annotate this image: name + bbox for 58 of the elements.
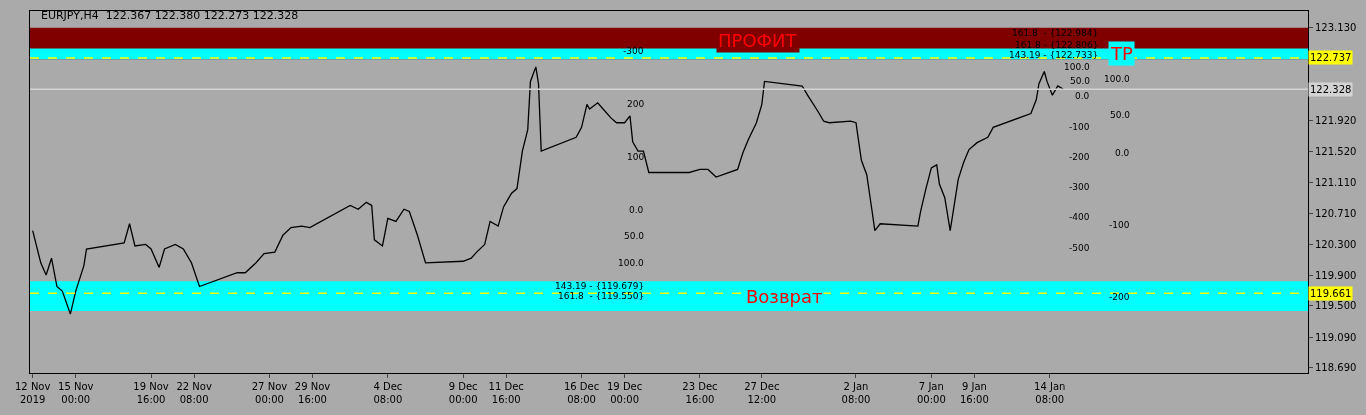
annotation: 143.19 - {122.733} — [1009, 50, 1099, 60]
annotation: 50.0 — [624, 231, 645, 241]
annotation: 100.0 — [618, 258, 645, 268]
x-tick-label: 12 Nov 2019 — [14, 381, 51, 405]
annotation: 50.0 — [1070, 76, 1091, 86]
annotation: -200 — [1109, 292, 1130, 302]
x-tick-label: 19 Dec 00:00 — [606, 381, 643, 405]
band-label: ПРОФИТ — [718, 30, 798, 51]
annotation: 200 — [627, 99, 645, 109]
y-tick-label: 121.920 — [1315, 114, 1357, 126]
x-tick-label: 9 Jan 16:00 — [959, 381, 989, 405]
annotation: 100.0 — [1064, 62, 1091, 72]
annotation: -100 — [1069, 122, 1090, 132]
ref-line-label: 122.328 — [1310, 84, 1352, 95]
ref-line-label: 119.661 — [1310, 288, 1352, 299]
annotation: 0.0 — [629, 205, 644, 215]
x-tick-label: 22 Nov 08:00 — [176, 381, 212, 405]
chart-title: EURJPY,H4 122.367 122.380 122.273 122.328 — [40, 9, 299, 23]
x-tick-label: 16 Dec 08:00 — [563, 381, 600, 405]
x-tick-label: 2 Jan 08:00 — [841, 381, 871, 405]
annotation: 161.8 - {122.984} — [1012, 28, 1099, 38]
annotation: -400 — [1069, 212, 1090, 222]
x-tick-label: 27 Nov 00:00 — [251, 381, 288, 405]
annotation: 161.8 - {122.806} — [1015, 40, 1099, 50]
y-tick-label: 119.900 — [1315, 269, 1357, 281]
x-tick-label: 29 Nov 16:00 — [294, 381, 331, 405]
annotation: -300 — [1069, 182, 1090, 192]
band-label: TP — [1110, 43, 1133, 64]
y-tick-label: 118.690 — [1315, 362, 1357, 374]
annotation: 143.19 - {119.679} — [555, 281, 645, 291]
x-tick-label: 4 Dec 08:00 — [373, 381, 403, 405]
x-tick-label: 15 Nov 00:00 — [58, 381, 94, 405]
x-tick-label: 7 Jan 00:00 — [916, 381, 946, 405]
band-label: Возврат — [746, 286, 823, 307]
x-tick-label: 11 Dec 16:00 — [488, 381, 524, 405]
ref-line-label: 122.737 — [1310, 52, 1352, 63]
y-tick-label: 119.500 — [1315, 300, 1357, 312]
annotation: 100.0 — [1104, 74, 1131, 84]
x-tick-label: 27 Dec 12:00 — [744, 381, 780, 405]
y-tick-label: 120.710 — [1315, 207, 1357, 219]
annotation: -100 — [1109, 220, 1130, 230]
annotation: -300 — [623, 46, 644, 56]
x-tick-label: 23 Dec 16:00 — [682, 381, 718, 405]
annotation: 0.0 — [1115, 148, 1130, 158]
annotation: 50.0 — [1110, 110, 1131, 120]
annotation: -200 — [1069, 152, 1090, 162]
annotation: -500 — [1069, 243, 1090, 253]
y-tick-label: 123.130 — [1315, 22, 1357, 34]
annotation: 100 — [627, 152, 645, 162]
annotation: 161.8 - {119.550} — [558, 291, 645, 301]
x-tick-label: 9 Dec 00:00 — [448, 381, 478, 405]
annotation: 0.0 — [1075, 91, 1090, 101]
y-tick-label: 119.090 — [1315, 331, 1357, 343]
x-tick-label: 19 Nov 16:00 — [133, 381, 169, 405]
x-tick-label: 14 Jan 08:00 — [1034, 381, 1066, 405]
y-tick-label: 121.110 — [1315, 176, 1357, 188]
y-tick-label: 120.300 — [1315, 238, 1357, 250]
y-tick-label: 121.520 — [1315, 145, 1357, 157]
